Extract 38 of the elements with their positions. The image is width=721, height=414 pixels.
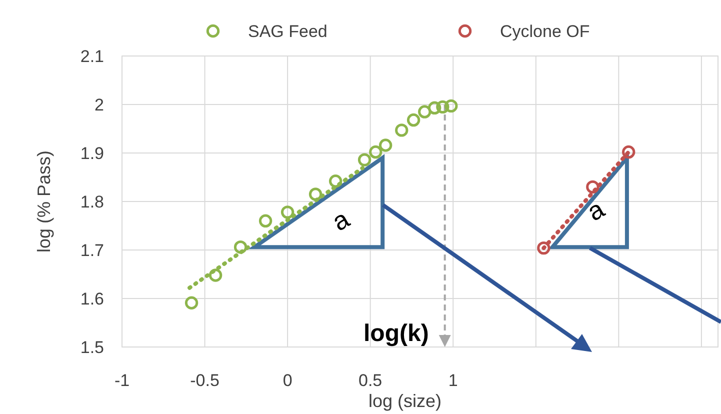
point: [586, 180, 600, 194]
x-axis-title: log (size): [368, 391, 442, 411]
point: [208, 268, 222, 282]
point: [328, 174, 342, 188]
y-tick-label: 1.5: [80, 338, 104, 357]
point: [436, 100, 450, 114]
point: [537, 241, 550, 255]
x-tick-label: 0: [282, 371, 292, 390]
y-tick-label: 1.7: [80, 241, 104, 260]
annotation: a: [326, 203, 355, 237]
point: [406, 113, 420, 127]
y-tick-label: 2.1: [80, 47, 104, 66]
annotation: a: [582, 193, 610, 227]
x-tick-label: 0.5: [358, 371, 382, 390]
point: [184, 296, 198, 310]
y-tick-label: 1.6: [80, 290, 104, 308]
point: [358, 153, 372, 166]
point: [258, 214, 272, 228]
y-axis-title: log (% Pass): [34, 150, 54, 253]
point: [622, 145, 636, 159]
point: [444, 99, 458, 113]
x-tick-label: -0.5: [190, 371, 220, 390]
point: [395, 124, 408, 137]
point: [280, 206, 294, 219]
point: [428, 101, 442, 114]
legend-label: Cyclone OF: [500, 22, 590, 41]
point: [418, 105, 432, 118]
x-tick-label: -1: [114, 371, 130, 390]
ref-line-label: log(k): [364, 320, 429, 347]
legend-label: SAG Feed: [248, 22, 328, 41]
point: [234, 240, 248, 254]
point: [369, 145, 382, 159]
y-tick-label: 1.9: [80, 144, 104, 163]
y-tick-label: 1.8: [80, 192, 104, 212]
point: [378, 138, 392, 152]
point: [308, 188, 322, 201]
y-tick-label: 2: [94, 96, 104, 114]
x-tick-label: 1: [448, 371, 458, 390]
